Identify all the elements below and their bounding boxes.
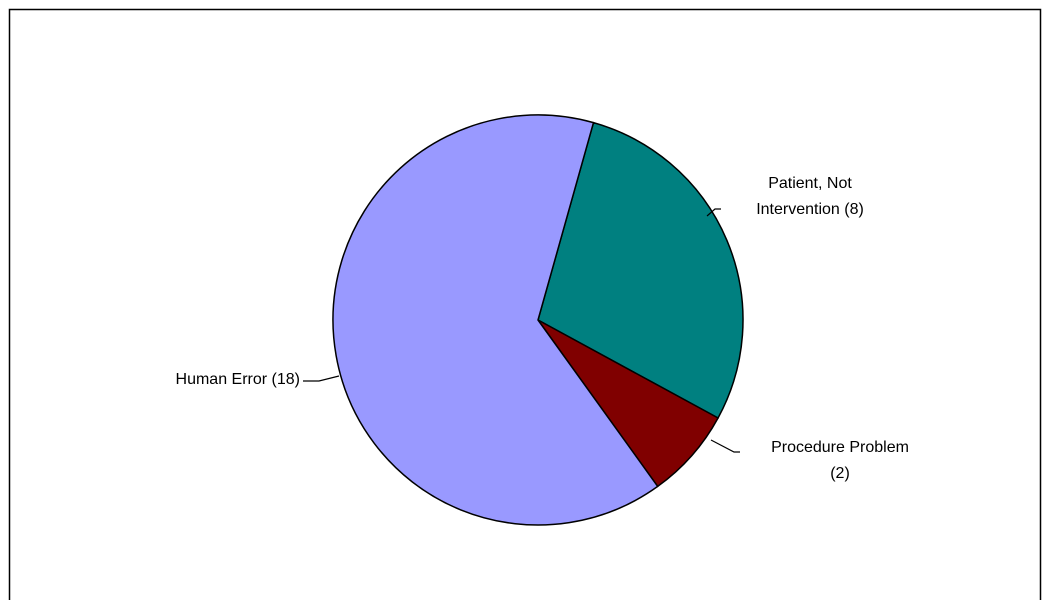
slice-labels: Patient, Not Intervention (8) Procedure Pr… [176, 175, 909, 482]
leader-lines [303, 208, 740, 453]
slice-label-1: Patient, Not Intervention (8) [756, 175, 864, 218]
slice-label-3: Human Error (18) [176, 371, 300, 388]
pie-slice-3 [332, 114, 659, 526]
pie-slice-1 [537, 121, 744, 419]
slice-label-2: Procedure Problem (2) [771, 439, 909, 482]
leader-line-3 [303, 375, 340, 382]
pie-slices [332, 114, 744, 526]
leader-line-1 [706, 208, 721, 217]
leader-line-2 [710, 439, 740, 453]
